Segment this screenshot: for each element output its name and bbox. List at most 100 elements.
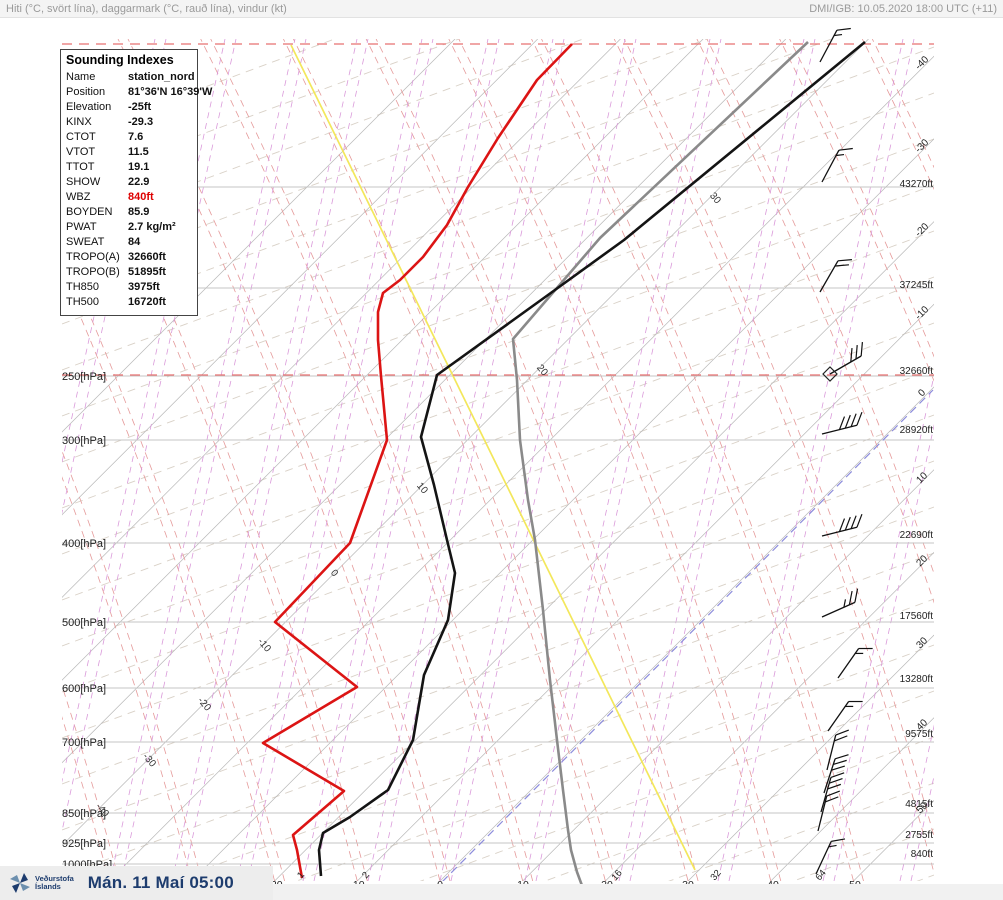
- isotherm-label: -20: [913, 221, 931, 239]
- model-run-text: DMI/IGB: 10.05.2020 18:00 UTC (+11): [809, 2, 997, 15]
- index-label: TROPO(B): [66, 266, 120, 278]
- pressure-label: 700[hPa]: [62, 737, 106, 749]
- index-row: WBZ 840ft: [66, 190, 192, 205]
- index-label: Elevation: [66, 101, 112, 113]
- grid-isotherms: [62, 39, 934, 881]
- index-label: Name: [66, 71, 96, 83]
- dry-adiabat-label: 0: [328, 568, 340, 580]
- altitude-label: 17560ft: [900, 611, 934, 622]
- wind-barb: [837, 647, 873, 679]
- altitude-label: 37245ft: [900, 280, 934, 291]
- pressure-label: 925[hPa]: [62, 838, 106, 850]
- index-row: SWEAT 84: [66, 235, 192, 250]
- index-row: BOYDEN 85.9: [66, 205, 192, 220]
- gray-reference-curve: [511, 41, 809, 892]
- index-label: TTOT: [66, 161, 95, 173]
- index-value: 2.7 kg/m²: [128, 221, 176, 233]
- wind-barb: [821, 588, 859, 618]
- index-row: Elevation -25ft: [66, 100, 192, 115]
- wind-barb: [819, 27, 851, 63]
- altitude-label: 43270ft: [900, 179, 934, 190]
- pressure-label: 600[hPa]: [62, 683, 106, 695]
- index-value: -25ft: [128, 101, 152, 113]
- index-value: 81°36'N 16°39'W: [128, 86, 213, 98]
- logo-text: Veðurstofa Íslands: [35, 874, 74, 891]
- wind-barb: [821, 147, 853, 183]
- index-value: 16720ft: [128, 296, 166, 308]
- wind-barb: [817, 790, 840, 832]
- index-value: 51895ft: [128, 266, 166, 278]
- wind-barb: [827, 700, 863, 732]
- index-value: 84: [128, 236, 141, 248]
- panel-title: Sounding Indexes: [66, 53, 174, 67]
- index-row: TROPO(A) 32660ft: [66, 250, 192, 265]
- wind-barb: [820, 772, 845, 813]
- temperature-curve: [317, 40, 866, 877]
- index-label: TH850: [66, 281, 100, 293]
- index-row: TROPO(B) 51895ft: [66, 265, 192, 280]
- valid-time-text: Mán. 11 Maí 05:00: [87, 873, 234, 892]
- index-value: 32660ft: [128, 251, 166, 263]
- index-value: 7.6: [128, 131, 144, 143]
- wind-barb: [826, 729, 849, 771]
- pressure-label: 850[hPa]: [62, 808, 106, 820]
- index-label: KINX: [66, 116, 92, 128]
- index-row: PWAT 2.7 kg/m²: [66, 220, 192, 235]
- mixing-ratio-label: 32: [708, 868, 723, 883]
- wind-barb: [822, 342, 863, 382]
- sounding-curves: [261, 40, 866, 892]
- index-label: WBZ: [66, 191, 91, 203]
- index-value: 11.5: [128, 146, 149, 158]
- mixing-ratio-label: 1: [295, 870, 307, 881]
- altitude-label: 32660ft: [900, 366, 934, 377]
- isotherm-label: -40: [913, 54, 931, 72]
- pressure-label: 400[hPa]: [62, 538, 106, 550]
- isotherm-label: 10: [914, 470, 930, 486]
- wind-barb: [815, 838, 846, 875]
- index-label: Position: [66, 86, 106, 98]
- highlight-lines: [290, 44, 934, 881]
- index-value: station_nord: [128, 71, 195, 83]
- wind-barbs: [815, 27, 873, 875]
- index-label: TH500: [66, 296, 100, 308]
- altitude-label: 4815ft: [905, 799, 933, 810]
- index-value: 840ft: [128, 191, 154, 203]
- dry-adiabat-label: 30: [707, 191, 723, 207]
- wind-barb: [819, 259, 852, 293]
- altitude-label: 13280ft: [900, 674, 934, 685]
- index-label: BOYDEN: [66, 206, 113, 218]
- mixing-ratio-label: 2: [360, 870, 372, 881]
- index-row: KINX -29.3: [66, 115, 192, 130]
- index-label: VTOT: [66, 146, 96, 158]
- wind-barb: [821, 412, 863, 435]
- dry-adiabat-label: -20: [195, 695, 213, 713]
- index-row: Name station_nord: [66, 70, 195, 85]
- vedurstofa-logo: Veðurstofa Íslands: [8, 871, 74, 895]
- isotherm-label: 30: [914, 635, 930, 651]
- index-row: CTOT 7.6: [66, 130, 192, 145]
- index-row: TH850 3975ft: [66, 280, 192, 295]
- index-rows: Name station_nord Position 81°36'N 16°39'W E…: [66, 70, 212, 310]
- altitude-label: 28920ft: [900, 425, 934, 436]
- index-value: 85.9: [128, 206, 150, 218]
- index-label: SHOW: [66, 176, 101, 188]
- index-row: TTOT 19.1: [66, 160, 192, 175]
- pressure-label: 300[hPa]: [62, 435, 106, 447]
- wind-barb: [823, 754, 849, 794]
- index-value: 19.1: [128, 161, 150, 173]
- altitude-label: 22690ft: [900, 530, 934, 541]
- index-value: -29.3: [128, 116, 154, 128]
- index-value: 22.9: [128, 176, 150, 188]
- index-value: 3975ft: [128, 281, 160, 293]
- index-row: Position 81°36'N 16°39'W: [66, 85, 212, 100]
- isotherm-label: 0: [916, 387, 928, 399]
- altitude-label: 840ft: [911, 849, 933, 860]
- altitude-label: 9575ft: [905, 729, 933, 740]
- dry-adiabat-label: 10: [414, 481, 430, 497]
- index-row: TH500 16720ft: [66, 295, 192, 310]
- mixing-ratio-label: 64: [813, 868, 828, 883]
- index-row: VTOT 11.5: [66, 145, 192, 160]
- index-label: CTOT: [66, 131, 96, 143]
- index-label: TROPO(A): [66, 251, 120, 263]
- legend-text: Hiti (°C, svört lína), daggarmark (°C, r…: [6, 2, 287, 15]
